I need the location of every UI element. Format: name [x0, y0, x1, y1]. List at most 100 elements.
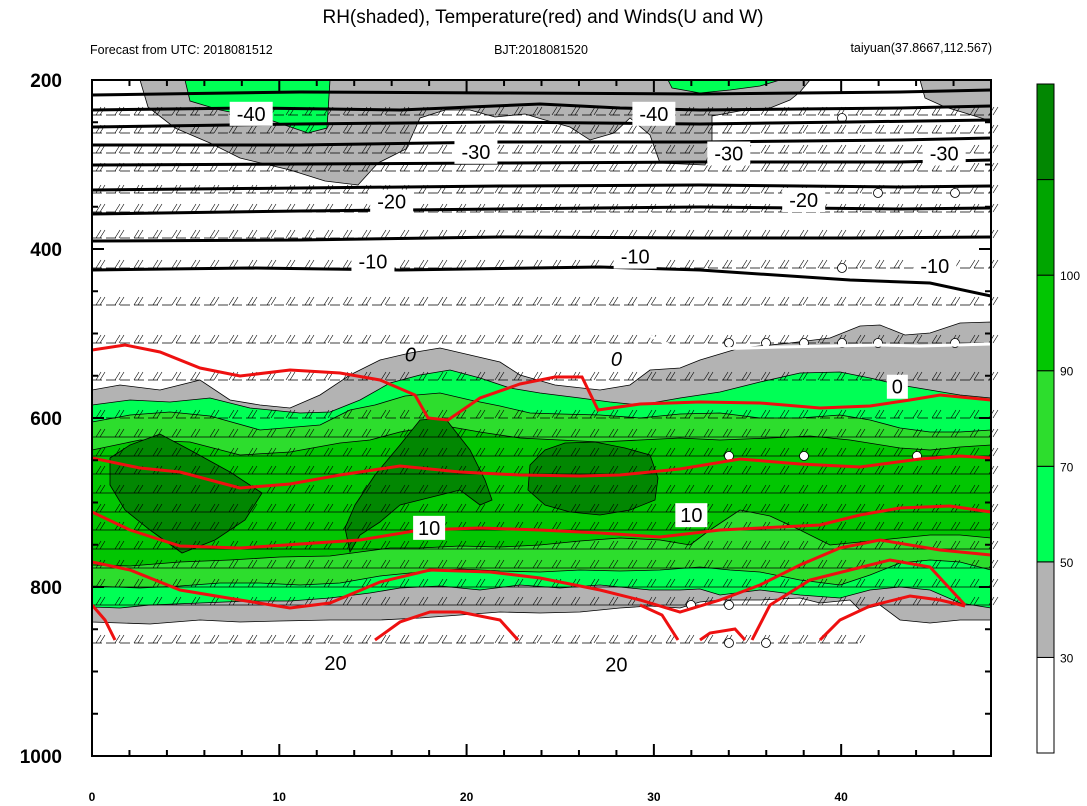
wind-barb — [950, 578, 961, 588]
temperature-label-box — [632, 101, 676, 126]
wind-barb — [855, 521, 866, 531]
wind-barb — [190, 559, 201, 569]
wind-barb — [95, 296, 106, 306]
wind-barb — [380, 540, 391, 550]
wind-barb — [418, 371, 429, 381]
wind-barb — [285, 371, 296, 381]
wind-barb — [190, 259, 201, 269]
wind-barb — [836, 428, 847, 438]
wind-barb — [171, 229, 182, 239]
temperature-label: -20 — [377, 192, 406, 214]
wind-barb — [95, 503, 106, 513]
y-axis: 200 400 600 800 1000 — [20, 71, 62, 768]
wind-barb — [950, 559, 961, 569]
wind-barb — [247, 124, 258, 134]
subtitle-forecast: Forecast from UTC: 2018081512 — [90, 43, 273, 57]
wind-barb — [969, 334, 980, 344]
wind-barb — [665, 124, 676, 134]
wind-barb — [133, 484, 144, 494]
wind-barb — [342, 296, 353, 306]
wind-barb — [779, 634, 790, 644]
wind-barb — [114, 229, 125, 239]
wind-barb — [342, 334, 353, 344]
wind-barb — [456, 484, 467, 494]
wind-barb — [456, 334, 467, 344]
wind-barb — [437, 484, 448, 494]
wind-barb — [152, 559, 163, 569]
temperature-label: -30 — [714, 144, 743, 166]
wind-barb — [361, 428, 372, 438]
wind-barb — [380, 409, 391, 419]
wind-barb — [703, 484, 714, 494]
wind-barb — [836, 124, 847, 134]
wind-barb — [950, 409, 961, 419]
wind-barb — [304, 578, 315, 588]
wind-barb — [931, 371, 942, 381]
wind-barb — [266, 334, 277, 344]
wind-barb — [817, 447, 828, 457]
wind-barb — [114, 409, 125, 419]
wind-barb — [437, 596, 448, 606]
wind-barb — [779, 465, 790, 475]
wind-barb — [456, 447, 467, 457]
wind-barb — [855, 259, 866, 269]
temperature-label: -10 — [621, 247, 650, 269]
wind-barb — [342, 428, 353, 438]
wind-barb — [266, 503, 277, 513]
wind-barb — [285, 596, 296, 606]
wind-barb — [798, 124, 809, 134]
wind-barb — [456, 296, 467, 306]
wind-barb — [209, 428, 220, 438]
wind-barb — [209, 521, 220, 531]
wind-barb — [969, 465, 980, 475]
colorbar-swatch — [1036, 370, 1055, 467]
wind-barb — [874, 162, 885, 172]
wind-barb — [114, 503, 125, 513]
wind-barb — [437, 259, 448, 269]
wind-barb — [475, 503, 486, 513]
wind-barb — [418, 559, 429, 569]
wind-barb — [95, 578, 106, 588]
wind-barb — [171, 371, 182, 381]
wind-barb — [893, 484, 904, 494]
wind-barb — [475, 484, 486, 494]
wind-barb — [494, 447, 505, 457]
wind-barb — [665, 144, 676, 154]
colorbar-swatch — [1036, 561, 1055, 658]
wind-barb — [399, 447, 410, 457]
wind-barb — [532, 334, 543, 344]
subtitle-bjt: BJT:2018081520 — [494, 43, 588, 57]
temperature-label-box — [229, 101, 273, 126]
wind-barb — [665, 596, 676, 606]
wind-barb — [551, 428, 562, 438]
wind-barb — [703, 447, 714, 457]
wind-barb — [912, 162, 923, 172]
wind-barb — [893, 124, 904, 134]
wind-barb — [437, 634, 448, 644]
wind-barb — [266, 296, 277, 306]
wind-barb — [703, 334, 714, 344]
wind-barb — [95, 229, 106, 239]
wind-barb — [665, 540, 676, 550]
temperature-label: 10 — [418, 518, 440, 540]
wind-barb — [817, 428, 828, 438]
wind-barb — [969, 371, 980, 381]
wind-barb — [722, 540, 733, 550]
wind-barb — [760, 503, 771, 513]
wind-barb — [950, 428, 961, 438]
wind-barb — [494, 578, 505, 588]
wind-barb — [760, 559, 771, 569]
wind-barb — [855, 596, 866, 606]
wind-barb — [874, 465, 885, 475]
wind-barb — [608, 578, 619, 588]
colorbar-label: 70 — [1060, 460, 1074, 474]
temperature-label: -30 — [461, 142, 490, 164]
colorbar-swatch — [1036, 465, 1055, 563]
wind-barb — [608, 124, 619, 134]
wind-barb — [247, 409, 258, 419]
wind-barb — [475, 447, 486, 457]
wind-barb — [646, 428, 657, 438]
wind-barb — [247, 521, 258, 531]
temperature-label-box — [454, 139, 498, 164]
